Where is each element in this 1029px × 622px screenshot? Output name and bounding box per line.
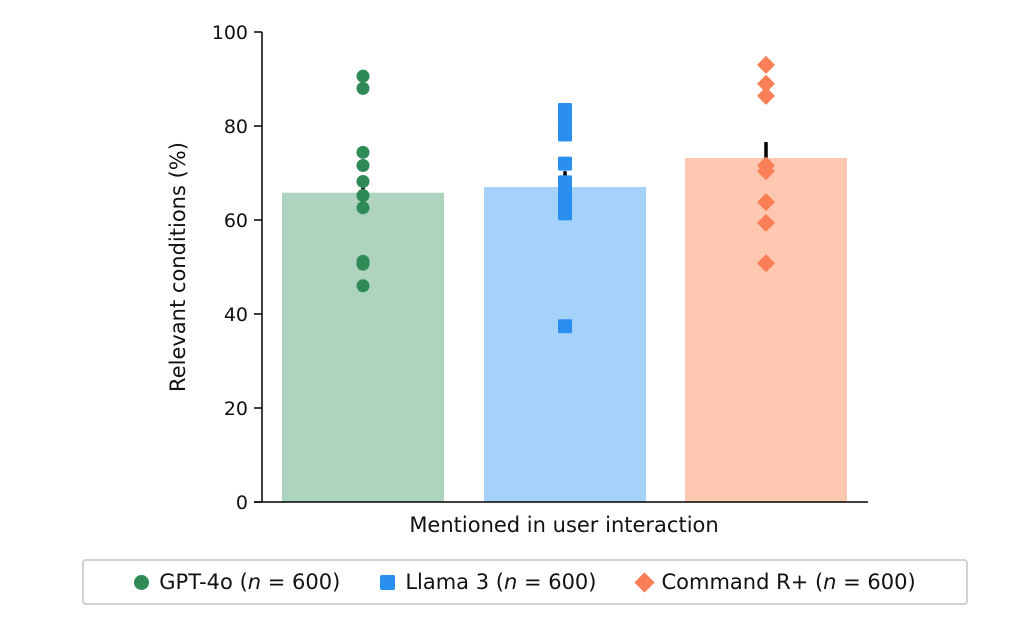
bars-layer xyxy=(282,157,847,503)
point-command-r xyxy=(757,86,775,105)
legend-item-llama-3: Llama 3 (n = 600) xyxy=(380,570,597,594)
point-command-r xyxy=(757,162,775,181)
point-gpt-4o xyxy=(356,174,370,188)
point-llama-3 xyxy=(558,206,572,221)
point-llama-3 xyxy=(558,127,572,142)
y-axis: 0 20 40 60 80 100 xyxy=(212,22,868,514)
x-axis-title: Mentioned in user interaction xyxy=(409,513,718,537)
y-tick-label: 60 xyxy=(224,210,248,232)
point-gpt-4o xyxy=(356,201,370,215)
point-llama-3 xyxy=(558,156,572,171)
legend-marker-square-icon xyxy=(380,574,396,590)
point-command-r xyxy=(757,55,775,74)
point-llama-3 xyxy=(558,103,572,118)
point-gpt-4o xyxy=(356,81,370,95)
point-command-r xyxy=(757,74,775,93)
point-gpt-4o xyxy=(356,257,370,271)
points-layer xyxy=(356,55,775,334)
point-gpt-4o xyxy=(356,279,370,293)
legend-label-command-r-plus: Command R+ (n = 600) xyxy=(661,570,916,594)
legend-marker-circle-icon xyxy=(134,574,150,590)
point-gpt-4o xyxy=(356,69,370,83)
legend-label-gpt-4o: GPT-4o (n = 600) xyxy=(159,570,341,594)
y-tick-label: 20 xyxy=(224,398,248,420)
legend: GPT-4o (n = 600) Llama 3 (n = 600) Comma… xyxy=(82,559,968,605)
y-tick-label: 40 xyxy=(224,304,248,326)
legend-item-gpt-4o: GPT-4o (n = 600) xyxy=(134,570,340,594)
y-axis-title: Relevant conditions (%) xyxy=(166,142,190,392)
point-command-r xyxy=(757,193,775,212)
y-tick-label: 0 xyxy=(236,492,248,514)
y-tick-label: 100 xyxy=(212,22,248,44)
point-gpt-4o xyxy=(356,189,370,203)
point-command-r xyxy=(757,254,775,273)
point-gpt-4o xyxy=(356,145,370,159)
point-command-r xyxy=(757,213,775,232)
point-llama-3 xyxy=(558,114,572,129)
bar-chart: 0 20 40 60 80 100 Relevant conditions (%) Men… xyxy=(166,22,868,537)
point-llama-3 xyxy=(558,194,572,209)
point-llama-3 xyxy=(558,319,572,334)
bar-gpt-4o xyxy=(282,192,444,503)
legend-label-llama-3: Llama 3 (n = 600) xyxy=(405,570,597,594)
legend-marker-diamond-icon xyxy=(633,571,655,593)
point-gpt-4o xyxy=(356,158,370,172)
y-tick-label: 80 xyxy=(224,116,248,138)
bar-llama-3 xyxy=(484,187,646,502)
legend-item-command-r-plus: Command R+ (n = 600) xyxy=(633,570,916,594)
